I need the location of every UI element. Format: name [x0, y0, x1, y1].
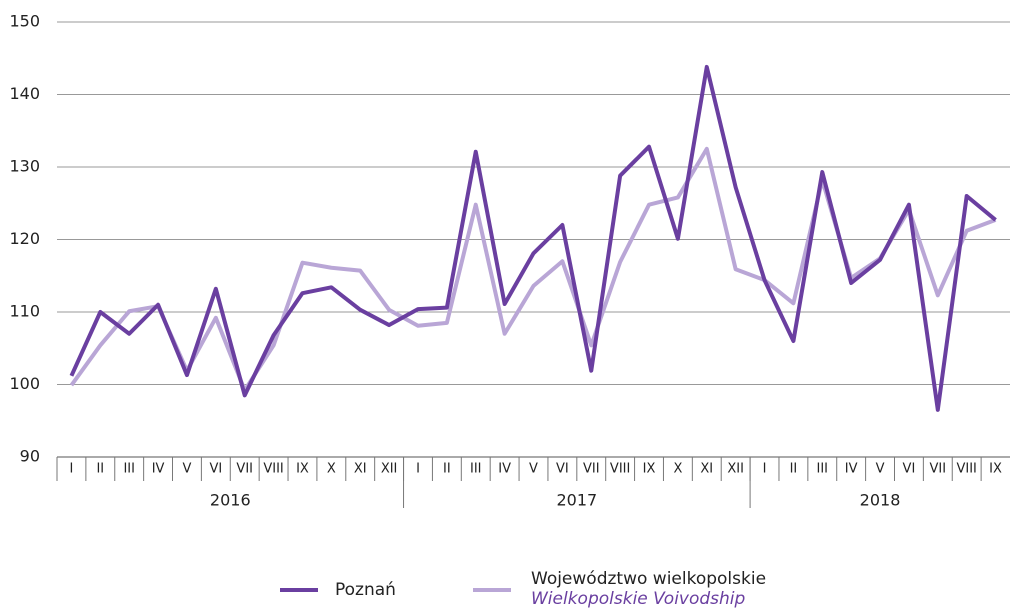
x-tick-label: V	[529, 462, 538, 477]
group-label: 2018	[860, 491, 901, 510]
x-tick-label: VII	[236, 462, 253, 477]
x-tick-label: X	[673, 462, 682, 477]
y-tick-label: 130	[9, 157, 40, 176]
x-tick-label: V	[876, 462, 885, 477]
x-tick-label: IV	[845, 462, 858, 477]
x-tick-label: IX	[296, 462, 309, 477]
group-label: 2017	[556, 491, 597, 510]
series-line	[69, 146, 997, 393]
x-tick-label: VI	[556, 462, 569, 477]
x-tick-label: X	[327, 462, 336, 477]
x-tick-label: VII	[583, 462, 600, 477]
series-line	[69, 64, 997, 412]
x-tick-label: VI	[903, 462, 916, 477]
legend-label: Województwo wielkopolskie	[531, 569, 766, 589]
x-tick-label: IX	[989, 462, 1002, 477]
x-tick-label: VIII	[610, 462, 630, 477]
x-tick-label: I	[416, 462, 420, 477]
x-tick-label: IX	[643, 462, 656, 477]
legend-label: Poznań	[335, 580, 396, 600]
y-tick-label: 150	[9, 12, 40, 31]
x-tick-label: V	[183, 462, 192, 477]
x-tick-label: XII	[727, 462, 744, 477]
x-tick-label: XII	[381, 462, 398, 477]
group-label: 2016	[210, 491, 251, 510]
x-tick-label: VI	[209, 462, 222, 477]
x-tick-label: I	[763, 462, 767, 477]
y-tick-label: 120	[9, 229, 40, 248]
x-tick-label: II	[443, 462, 451, 477]
x-tick-label: VIII	[263, 462, 283, 477]
x-tick-label: VIII	[956, 462, 976, 477]
x-tick-label: I	[70, 462, 74, 477]
x-tick-label: VII	[930, 462, 947, 477]
x-tick-label: IV	[498, 462, 511, 477]
y-tick-label: 110	[9, 302, 40, 321]
legend-label-translation: Wielkopolskie Voivodship	[531, 589, 746, 609]
x-tick-label: III	[123, 462, 135, 477]
y-tick-label: 100	[9, 374, 40, 393]
x-tick-label: XI	[700, 462, 713, 477]
x-tick-label: III	[470, 462, 482, 477]
x-tick-label: II	[96, 462, 104, 477]
x-tick-label: III	[817, 462, 829, 477]
x-tick-label: IV	[152, 462, 165, 477]
y-tick-label: 140	[9, 84, 40, 103]
x-tick-label: XI	[354, 462, 367, 477]
x-tick-label: II	[790, 462, 798, 477]
y-tick-label: 90	[20, 447, 40, 466]
